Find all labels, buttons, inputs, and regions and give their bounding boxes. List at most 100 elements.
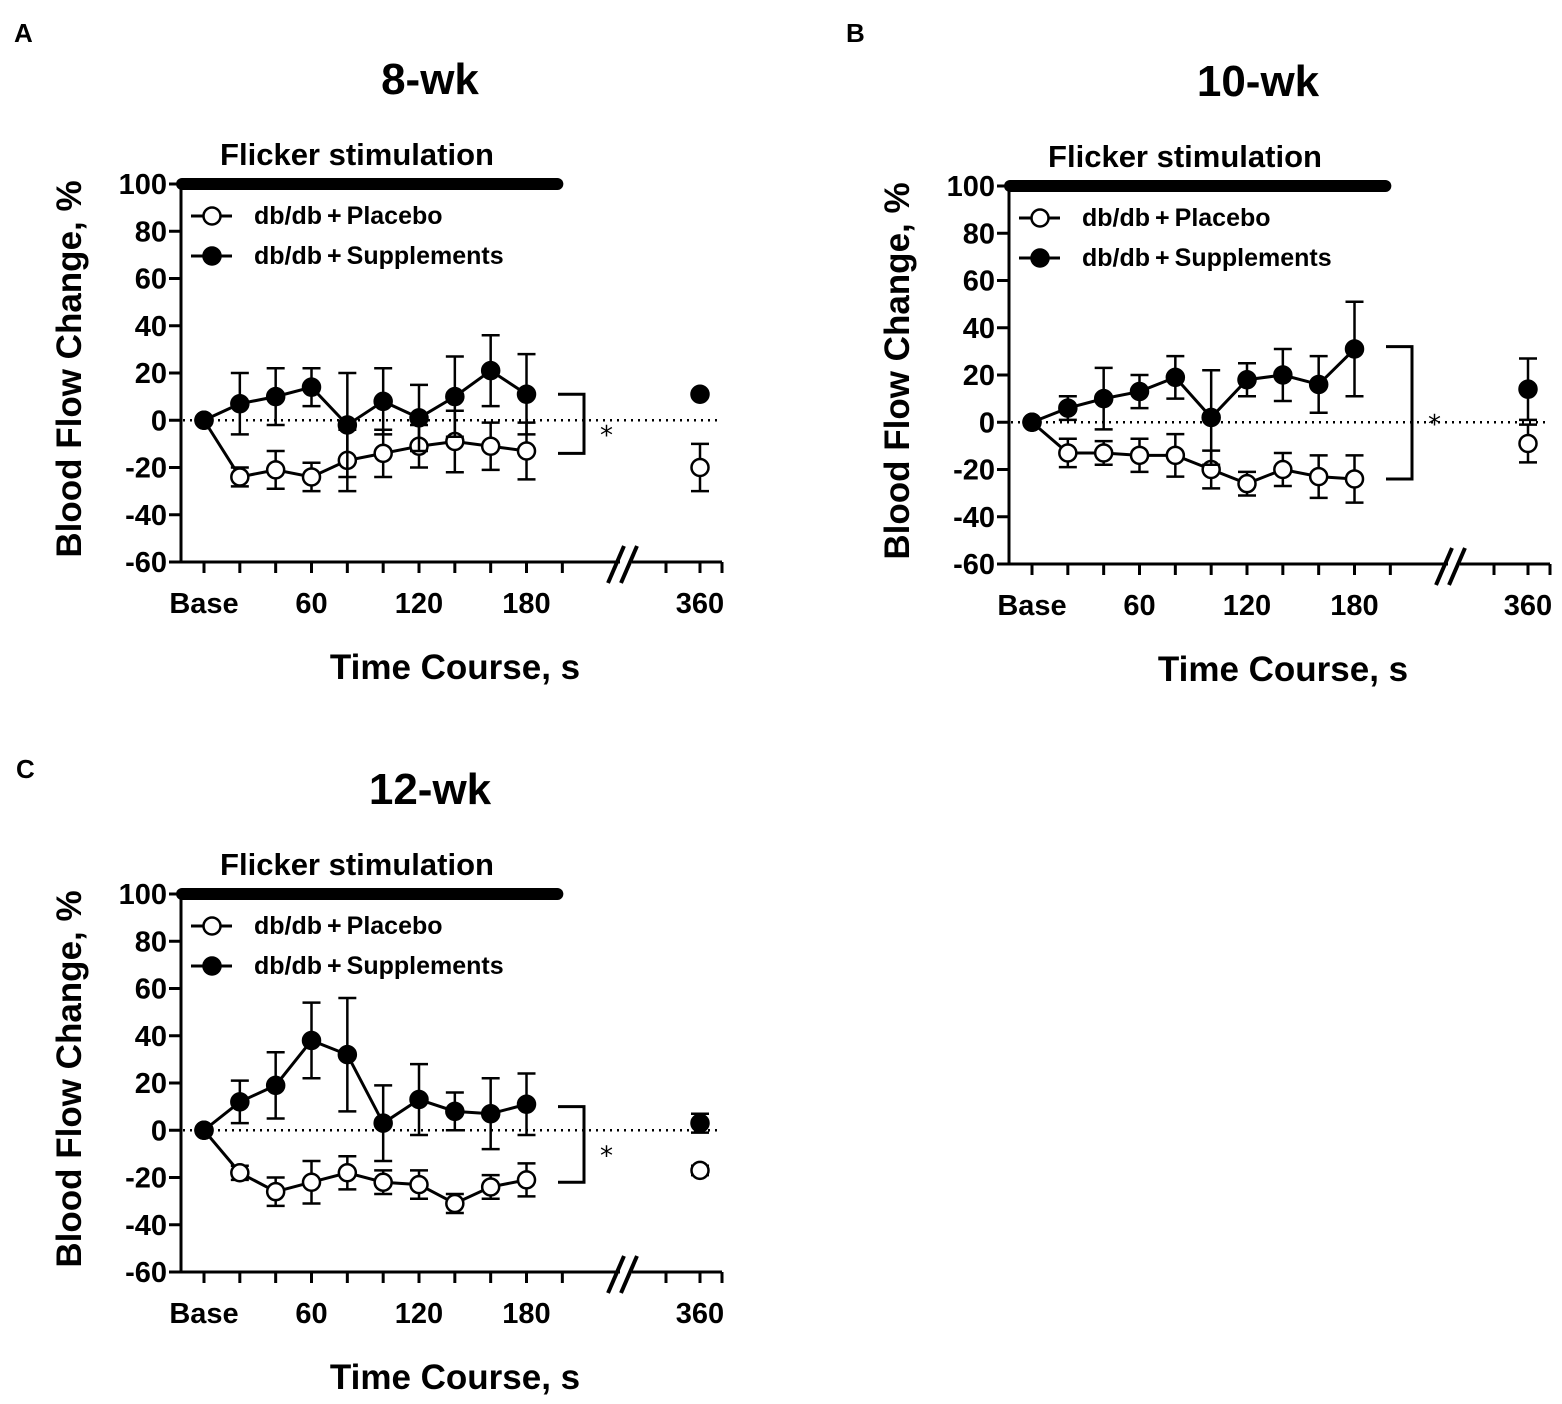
data-point [337, 415, 358, 435]
x-tick-label: 360 [676, 1298, 724, 1330]
data-point [1058, 443, 1078, 463]
chart-panel-a: 8-wk Flicker stimulation 100 80 60 40 20 0 -20 -4… [50, 55, 724, 687]
series-placebo [1022, 412, 1538, 504]
data-point [1129, 445, 1150, 466]
data-point [445, 1101, 465, 1122]
y-tick-label: 80 [135, 216, 167, 248]
data-point [1093, 443, 1114, 463]
data-point [265, 1075, 286, 1096]
panel-letter: B [846, 18, 865, 48]
panel-letter: A [14, 18, 33, 48]
y-axis-title: Blood Flow Change, % [878, 182, 917, 559]
data-point [516, 1094, 537, 1115]
x-tick-label: 180 [502, 1298, 550, 1330]
y-tick-label: 40 [135, 311, 167, 343]
data-point [337, 1044, 358, 1065]
data-point [1308, 466, 1329, 487]
data-point [690, 1160, 710, 1181]
axis-break-mark [1434, 547, 1454, 586]
data-point [230, 1092, 250, 1112]
data-point [1022, 412, 1042, 432]
data-point [690, 384, 710, 405]
y-tick-label: -20 [125, 453, 167, 485]
chart-panel-b: 10-wk Flicker stimulation 100 80 60 40 20 0 -20 -… [878, 57, 1552, 689]
data-point [409, 1174, 429, 1195]
x-tick-label: 60 [295, 588, 327, 620]
y-tick-label: -40 [125, 1210, 167, 1242]
data-point [230, 393, 250, 414]
data-point [1129, 381, 1150, 402]
data-point [337, 1163, 358, 1183]
data-point [1165, 445, 1186, 466]
data-point [301, 467, 322, 487]
series-supplements [194, 333, 710, 479]
data-point [230, 467, 250, 487]
x-tick-label: Base [169, 1298, 238, 1330]
data-point [1093, 388, 1114, 409]
series-line [203, 368, 528, 427]
legend-label: db/db + Supplements [1082, 244, 1332, 272]
stimulation-label: Flicker stimulation [1048, 139, 1322, 174]
data-point [516, 384, 537, 405]
y-tick-label: 0 [151, 405, 167, 437]
stimulation-label: Flicker stimulation [220, 847, 494, 882]
y-tick-label: -60 [125, 547, 167, 579]
axis-break-mark [619, 1255, 639, 1294]
significance-label: * [600, 1141, 613, 1171]
data-point [1344, 469, 1365, 489]
legend-marker [202, 956, 222, 976]
y-tick-label: 20 [135, 1068, 167, 1100]
y-axis-title: Blood Flow Change, % [50, 180, 89, 557]
axis-break-mark [1447, 547, 1467, 586]
legend-marker [202, 916, 222, 936]
data-point [301, 1172, 322, 1192]
data-point [445, 386, 465, 407]
data-point [265, 460, 286, 480]
series-supplements [1022, 300, 1538, 467]
y-tick-label: -40 [125, 500, 167, 532]
legend-label: db/db + Supplements [254, 242, 504, 270]
data-point [516, 441, 537, 461]
data-point [194, 1120, 214, 1140]
data-point [480, 1177, 501, 1197]
data-point [516, 1170, 537, 1190]
data-point [373, 443, 393, 464]
data-point [1518, 433, 1538, 454]
series-line [203, 1038, 527, 1132]
data-point [301, 377, 322, 397]
legend: db/db + Placebo db/db + Supplements [1019, 204, 1332, 272]
x-tick-label: Base [997, 590, 1066, 622]
x-tick-label: 180 [502, 588, 550, 620]
y-tick-label: 0 [151, 1115, 167, 1147]
data-point [373, 1113, 393, 1133]
significance-bracket [558, 392, 586, 455]
data-point [265, 386, 286, 407]
x-axis-title: Time Course, s [1158, 650, 1408, 689]
significance-bracket [558, 1105, 586, 1184]
y-tick-label: 40 [135, 1021, 167, 1053]
chart-title: 10-wk [1197, 57, 1320, 106]
data-point [1165, 367, 1186, 388]
chart-title: 8-wk [381, 55, 479, 104]
data-point [480, 436, 501, 456]
chart-panel-c: 12-wk Flicker stimulation 100 80 60 40 20 0 -20 -… [50, 765, 724, 1397]
y-tick-label: 100 [119, 169, 167, 201]
significance-label: * [600, 421, 613, 451]
significance-bracket [1386, 345, 1414, 481]
data-point [1273, 459, 1293, 480]
y-axis-title: Blood Flow Change, % [50, 890, 89, 1267]
data-point [1344, 339, 1365, 359]
x-tick-label: 60 [295, 1298, 327, 1330]
y-tick-label: 80 [135, 926, 167, 958]
y-tick-label: 20 [963, 360, 995, 392]
legend-marker [202, 206, 222, 226]
y-tick-label: 0 [979, 407, 995, 439]
y-tick-label: 60 [135, 974, 167, 1006]
legend-label: db/db + Placebo [254, 912, 443, 940]
data-point [409, 408, 429, 428]
legend: db/db + Placebo db/db + Supplements [191, 912, 504, 980]
y-tick-label: -20 [125, 1163, 167, 1195]
x-axis-title: Time Course, s [330, 648, 580, 687]
data-point [690, 1113, 710, 1133]
series-line [1031, 347, 1356, 424]
